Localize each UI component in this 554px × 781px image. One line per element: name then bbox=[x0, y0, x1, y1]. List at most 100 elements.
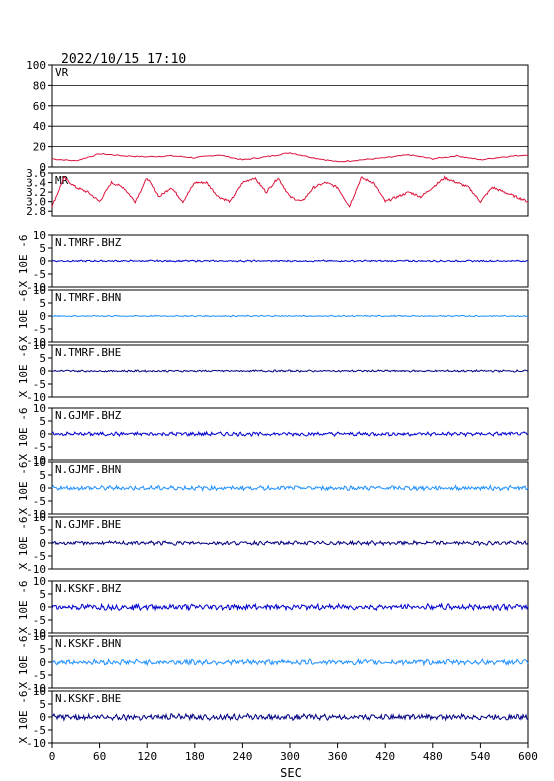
y-tick-label: -5 bbox=[33, 323, 46, 336]
series-line bbox=[51, 484, 529, 493]
y-tick-label: 0 bbox=[39, 255, 46, 268]
chart-panel: 2.83.03.23.43.6 MR bbox=[26, 167, 529, 218]
y-tick-label: 2.8 bbox=[26, 205, 46, 218]
y-tick-label: 100 bbox=[26, 59, 46, 72]
series-line bbox=[51, 314, 529, 318]
y-tick-label: -10 bbox=[26, 563, 46, 576]
panel-label: N.KSKF.BHN bbox=[55, 637, 121, 650]
y-tick-label: 10 bbox=[33, 630, 46, 643]
y-tick-label: -5 bbox=[33, 669, 46, 682]
y-tick-label: 5 bbox=[39, 415, 46, 428]
panel-label: N.GJMF.BHN bbox=[55, 463, 121, 476]
series-line bbox=[51, 602, 529, 612]
y-tick-label: -10 bbox=[26, 737, 46, 750]
x-tick-label: 60 bbox=[93, 750, 106, 763]
x-tick-label: 240 bbox=[232, 750, 252, 763]
series-line bbox=[51, 430, 529, 438]
series-line bbox=[51, 369, 529, 373]
y-tick-label: -5 bbox=[33, 550, 46, 563]
y-tick-label: 0 bbox=[39, 711, 46, 724]
x-tick-label: 480 bbox=[423, 750, 443, 763]
y-tick-label: 10 bbox=[33, 229, 46, 242]
y-tick-label: 0 bbox=[39, 161, 46, 174]
y-axis-label: X 10E -6 bbox=[17, 408, 30, 461]
y-tick-label: 0 bbox=[39, 482, 46, 495]
y-tick-label: 3.2 bbox=[26, 186, 46, 199]
panel-frame bbox=[51, 64, 529, 168]
y-tick-label: 5 bbox=[39, 524, 46, 537]
y-tick-label: 10 bbox=[33, 456, 46, 469]
panel-frame bbox=[51, 172, 529, 217]
y-tick-label: 3.4 bbox=[26, 177, 46, 190]
y-tick-label: 10 bbox=[33, 685, 46, 698]
y-tick-label: -5 bbox=[33, 724, 46, 737]
y-tick-label: -5 bbox=[33, 614, 46, 627]
y-axis-label: X 10E -6 bbox=[17, 691, 30, 744]
series-line bbox=[51, 259, 528, 263]
panel-label: N.GJMF.BHE bbox=[55, 518, 121, 531]
series-line bbox=[51, 539, 529, 547]
y-tick-label: -10 bbox=[26, 391, 46, 404]
timestamp-label: 2022/10/15 17:10 bbox=[61, 52, 186, 67]
panel-frame bbox=[51, 635, 529, 689]
y-tick-label: -10 bbox=[26, 508, 46, 521]
panels-group: 020406080100VR2.83.03.23.43.6MR-10-50510… bbox=[17, 59, 529, 750]
y-axis-label: X 10E -6 bbox=[17, 636, 30, 689]
x-tick-label: 360 bbox=[328, 750, 348, 763]
y-tick-label: 5 bbox=[39, 588, 46, 601]
y-tick-label: 0 bbox=[39, 656, 46, 669]
y-tick-label: 5 bbox=[39, 297, 46, 310]
y-tick-label: 80 bbox=[33, 79, 46, 92]
panel-label: N.TMRF.BHZ bbox=[55, 236, 122, 249]
y-tick-label: 10 bbox=[33, 575, 46, 588]
y-tick-label: 0 bbox=[39, 365, 46, 378]
y-tick-label: -5 bbox=[33, 441, 46, 454]
x-tick-label: 180 bbox=[185, 750, 205, 763]
y-axis-label: X 10E -6 bbox=[17, 345, 30, 398]
y-tick-label: -10 bbox=[26, 682, 46, 695]
y-tick-label: 0 bbox=[39, 601, 46, 614]
x-tick-label: 600 bbox=[518, 750, 538, 763]
panel-label: N.KSKF.BHE bbox=[55, 692, 121, 705]
x-tick-label: 0 bbox=[49, 750, 56, 763]
panel-label: VR bbox=[55, 66, 69, 79]
y-tick-label: 5 bbox=[39, 242, 46, 255]
y-tick-label: -5 bbox=[33, 268, 46, 281]
x-tick-label: 420 bbox=[375, 750, 395, 763]
y-tick-label: 10 bbox=[33, 284, 46, 297]
series-line bbox=[51, 657, 529, 667]
panel-label: N.GJMF.BHZ bbox=[55, 409, 122, 422]
y-axis-label: X 10E -6 bbox=[17, 290, 30, 343]
y-tick-label: 40 bbox=[33, 120, 46, 133]
y-tick-label: 3.6 bbox=[26, 167, 46, 180]
y-axis-label: X 10E -6 bbox=[17, 581, 30, 634]
x-tick-label: 300 bbox=[280, 750, 300, 763]
y-axis-label: X 10E -6 bbox=[17, 517, 30, 570]
y-tick-label: -10 bbox=[26, 336, 46, 349]
y-tick-label: -5 bbox=[33, 495, 46, 508]
x-tick-label: 120 bbox=[137, 750, 157, 763]
x-axis-label: SEC bbox=[280, 766, 302, 780]
y-tick-label: 0 bbox=[39, 537, 46, 550]
panel-label: N.TMRF.BHE bbox=[55, 346, 121, 359]
y-tick-label: -10 bbox=[26, 281, 46, 294]
y-tick-label: 20 bbox=[33, 141, 46, 154]
y-tick-label: 5 bbox=[39, 469, 46, 482]
series-line bbox=[52, 152, 529, 163]
y-tick-label: 3.0 bbox=[26, 196, 46, 209]
y-tick-label: -10 bbox=[26, 627, 46, 640]
panel-label: N.TMRF.BHN bbox=[55, 291, 121, 304]
series-line bbox=[51, 175, 528, 208]
y-tick-label: 0 bbox=[39, 310, 46, 323]
chart-panel: 0 20 40 60 80 100 VR bbox=[26, 59, 529, 174]
y-tick-label: 5 bbox=[39, 643, 46, 656]
x-axis: 0 60 120 180 240 300 360 420 480 540 600 bbox=[49, 743, 538, 763]
y-tick-label: 5 bbox=[39, 698, 46, 711]
panel-label: MR bbox=[55, 174, 69, 187]
panel-label: N.KSKF.BHZ bbox=[55, 582, 122, 595]
